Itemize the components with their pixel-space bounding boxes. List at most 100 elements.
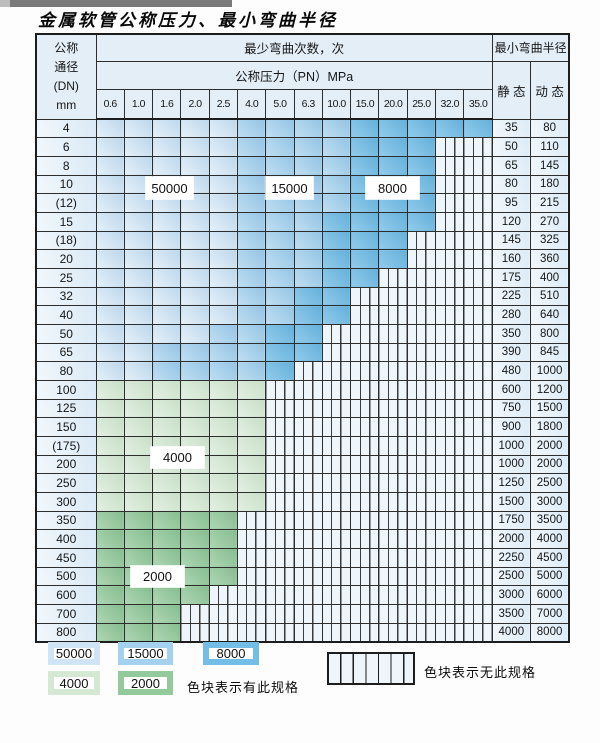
spec-cell-15000 bbox=[321, 193, 352, 213]
spec-cell-2000 bbox=[95, 585, 125, 605]
dynamic-radius-cell: 145 bbox=[529, 155, 570, 176]
table-row-dn-20: 20 160 360 bbox=[35, 249, 570, 269]
static-radius-cell: 1750 bbox=[491, 510, 531, 531]
no-spec-cell bbox=[350, 361, 380, 381]
table-row-dn-15: 15 120 270 bbox=[35, 211, 570, 232]
spec-cell-4000 bbox=[95, 454, 125, 475]
header-row-2: 公称压力（PN）MPa 静 态 动 态 bbox=[36, 60, 570, 120]
spec-cell-8000 bbox=[321, 267, 352, 288]
no-spec-cell bbox=[350, 529, 380, 549]
no-spec-cell bbox=[435, 529, 465, 549]
spec-cell-50000 bbox=[208, 137, 238, 157]
spec-cell-50000 bbox=[95, 193, 125, 213]
no-spec-cell bbox=[265, 435, 295, 456]
spec-cell-15000 bbox=[236, 155, 267, 176]
no-spec-cell bbox=[378, 323, 408, 344]
spec-cell-8000 bbox=[406, 211, 437, 232]
pressure-header-25.0: 25.0 bbox=[406, 88, 437, 120]
static-radius-cell: 2250 bbox=[491, 547, 531, 568]
spec-cell-15000 bbox=[265, 249, 295, 269]
no-spec-cell bbox=[463, 510, 493, 531]
spec-cell-2000 bbox=[123, 585, 154, 605]
no-spec-cell bbox=[378, 454, 408, 475]
dynamic-radius-cell: 1200 bbox=[529, 379, 570, 400]
no-spec-cell bbox=[265, 622, 295, 643]
spec-cell-8000 bbox=[463, 118, 493, 139]
no-spec-cell bbox=[435, 417, 465, 437]
static-radius-cell: 65 bbox=[491, 155, 531, 176]
no-spec-cell bbox=[406, 622, 437, 643]
no-spec-cell bbox=[463, 211, 493, 232]
spec-cell-4000 bbox=[180, 491, 210, 512]
dn-cell: 600 bbox=[35, 585, 97, 605]
spec-cell-4000 bbox=[236, 454, 267, 475]
no-spec-cell bbox=[321, 379, 352, 400]
spec-cell-8000 bbox=[293, 286, 323, 307]
dynamic-radius-cell: 1800 bbox=[529, 417, 570, 437]
spec-cell-4000 bbox=[152, 491, 182, 512]
no-spec-cell bbox=[406, 323, 437, 344]
dynamic-radius-cell: 325 bbox=[529, 230, 570, 251]
zone-label-50000: 50000 bbox=[146, 177, 193, 199]
spec-cell-15000 bbox=[208, 323, 238, 344]
static-radius-cell: 175 bbox=[491, 267, 531, 288]
no-spec-cell bbox=[236, 547, 267, 568]
spec-cell-15000 bbox=[293, 118, 323, 139]
dynamic-radius-cell: 1500 bbox=[529, 398, 570, 419]
static-radius-cell: 95 bbox=[491, 193, 531, 213]
no-spec-cell bbox=[293, 491, 323, 512]
dynamic-radius-cell: 2000 bbox=[529, 454, 570, 475]
spec-cell-50000 bbox=[152, 305, 182, 325]
spec-cell-8000 bbox=[378, 155, 408, 176]
dynamic-radius-cell: 80 bbox=[529, 118, 570, 139]
spec-cell-50000 bbox=[123, 342, 154, 363]
dn-cell: 250 bbox=[35, 473, 97, 493]
spec-cell-8000 bbox=[378, 211, 408, 232]
spec-cell-8000 bbox=[435, 118, 465, 139]
table-row-dn-50: 50 350 800 bbox=[35, 323, 570, 344]
scan-artifact-bar bbox=[10, 0, 232, 7]
no-spec-cell bbox=[463, 491, 493, 512]
spec-cell-4000 bbox=[208, 435, 238, 456]
no-spec-cell bbox=[406, 417, 437, 437]
spec-cell-50000 bbox=[152, 137, 182, 157]
no-spec-cell bbox=[293, 361, 323, 381]
static-radius-cell: 480 bbox=[491, 361, 531, 381]
spec-cell-2000 bbox=[95, 510, 125, 531]
zone-label-15000: 15000 bbox=[266, 177, 313, 199]
dn-cell: 8 bbox=[35, 155, 97, 176]
spec-cell-50000 bbox=[208, 155, 238, 176]
dn-cell: 25 bbox=[35, 267, 97, 288]
pressure-header-20.0: 20.0 bbox=[378, 88, 408, 120]
dn-cell: 100 bbox=[35, 379, 97, 400]
no-spec-cell bbox=[265, 473, 295, 493]
pressure-header-10.0: 10.0 bbox=[321, 88, 352, 120]
header-row-1: 公称 通径 (DN) mm 最少弯曲次数，次 最小弯曲半径 bbox=[35, 33, 570, 120]
no-spec-cell bbox=[350, 491, 380, 512]
spec-cell-50000 bbox=[208, 211, 238, 232]
spec-cell-8000 bbox=[265, 342, 295, 363]
no-spec-cell bbox=[435, 211, 465, 232]
spec-cell-50000 bbox=[180, 137, 210, 157]
spec-cell-8000 bbox=[406, 137, 437, 157]
dn-cell: 40 bbox=[35, 305, 97, 325]
dynamic-radius-cell: 4500 bbox=[529, 547, 570, 568]
dynamic-radius-cell: 2000 bbox=[529, 435, 570, 456]
dynamic-radius-cell: 800 bbox=[529, 323, 570, 344]
static-radius-cell: 225 bbox=[491, 286, 531, 307]
no-spec-cell bbox=[236, 603, 267, 624]
no-spec-cell bbox=[378, 529, 408, 549]
no-spec-cell bbox=[350, 603, 380, 624]
table-row-dn-175: (175) 1000 2000 bbox=[35, 435, 570, 456]
spec-cell-50000 bbox=[152, 211, 182, 232]
spec-cell-50000 bbox=[123, 137, 154, 157]
spec-cell-2000 bbox=[152, 529, 182, 549]
spec-cell-15000 bbox=[293, 267, 323, 288]
spec-cell-15000 bbox=[265, 155, 295, 176]
spec-cell-15000 bbox=[321, 137, 352, 157]
table-row-dn-125: 125 750 1500 bbox=[35, 398, 570, 419]
no-spec-cell bbox=[293, 379, 323, 400]
no-spec-cell bbox=[321, 547, 352, 568]
spec-cell-8000 bbox=[378, 230, 408, 251]
no-spec-cell bbox=[321, 417, 352, 437]
